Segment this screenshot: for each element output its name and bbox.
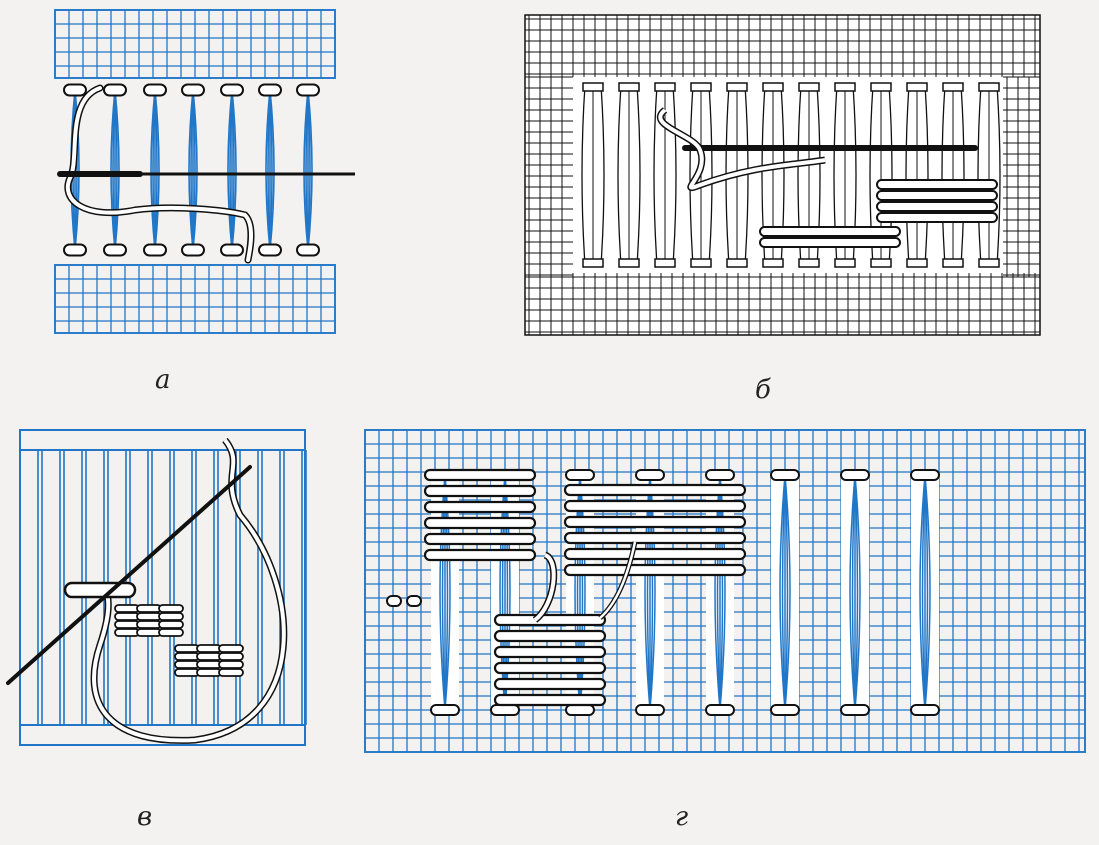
satin-stitch-blocks	[114, 604, 244, 677]
wrapped-groups	[423, 468, 747, 707]
panel-b-drawing	[524, 14, 1041, 336]
caption-v: в	[137, 802, 153, 832]
needle	[6, 465, 252, 685]
caption-a: а	[155, 365, 171, 395]
vertical-thread-grid	[19, 429, 307, 746]
caption-b: б	[755, 375, 771, 405]
connecting-thread	[532, 541, 638, 623]
top-fabric-grid	[54, 9, 336, 79]
panel-g-drawing	[364, 429, 1086, 753]
thread-bundles	[63, 83, 320, 257]
panel-a	[54, 9, 355, 335]
panel-a-drawing	[54, 9, 355, 334]
panel-b	[524, 14, 1050, 340]
thread-bar	[63, 581, 137, 599]
caption-g: г	[675, 802, 689, 832]
woven-fabric	[524, 14, 1041, 336]
panel-g	[364, 429, 1086, 755]
bottom-fabric-grid	[54, 264, 336, 334]
panel-v-drawing	[6, 429, 307, 746]
panel-v	[0, 425, 320, 755]
wrapping-thread	[656, 107, 998, 248]
loose-thread-ends	[386, 595, 422, 607]
